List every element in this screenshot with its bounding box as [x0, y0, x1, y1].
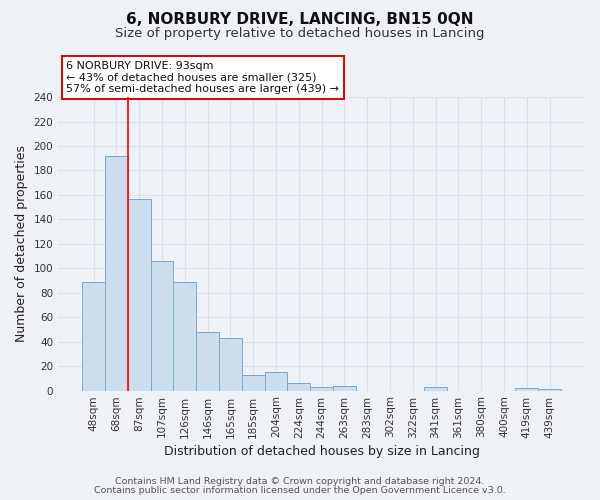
Text: 6, NORBURY DRIVE, LANCING, BN15 0QN: 6, NORBURY DRIVE, LANCING, BN15 0QN — [126, 12, 474, 28]
Text: 6 NORBURY DRIVE: 93sqm
← 43% of detached houses are smaller (325)
57% of semi-de: 6 NORBURY DRIVE: 93sqm ← 43% of detached… — [66, 61, 339, 94]
Bar — [287, 383, 310, 390]
Y-axis label: Number of detached properties: Number of detached properties — [15, 146, 28, 342]
Bar — [219, 338, 242, 390]
Bar — [105, 156, 128, 390]
Text: Contains public sector information licensed under the Open Government Licence v3: Contains public sector information licen… — [94, 486, 506, 495]
Bar — [128, 198, 151, 390]
Bar — [242, 374, 265, 390]
Bar — [424, 387, 447, 390]
Text: Size of property relative to detached houses in Lancing: Size of property relative to detached ho… — [115, 28, 485, 40]
Text: Contains HM Land Registry data © Crown copyright and database right 2024.: Contains HM Land Registry data © Crown c… — [115, 477, 485, 486]
Bar — [515, 388, 538, 390]
Bar — [82, 282, 105, 391]
X-axis label: Distribution of detached houses by size in Lancing: Distribution of detached houses by size … — [164, 444, 479, 458]
Bar — [196, 332, 219, 390]
Bar — [310, 387, 333, 390]
Bar — [151, 261, 173, 390]
Bar — [333, 386, 356, 390]
Bar — [265, 372, 287, 390]
Bar — [173, 282, 196, 391]
